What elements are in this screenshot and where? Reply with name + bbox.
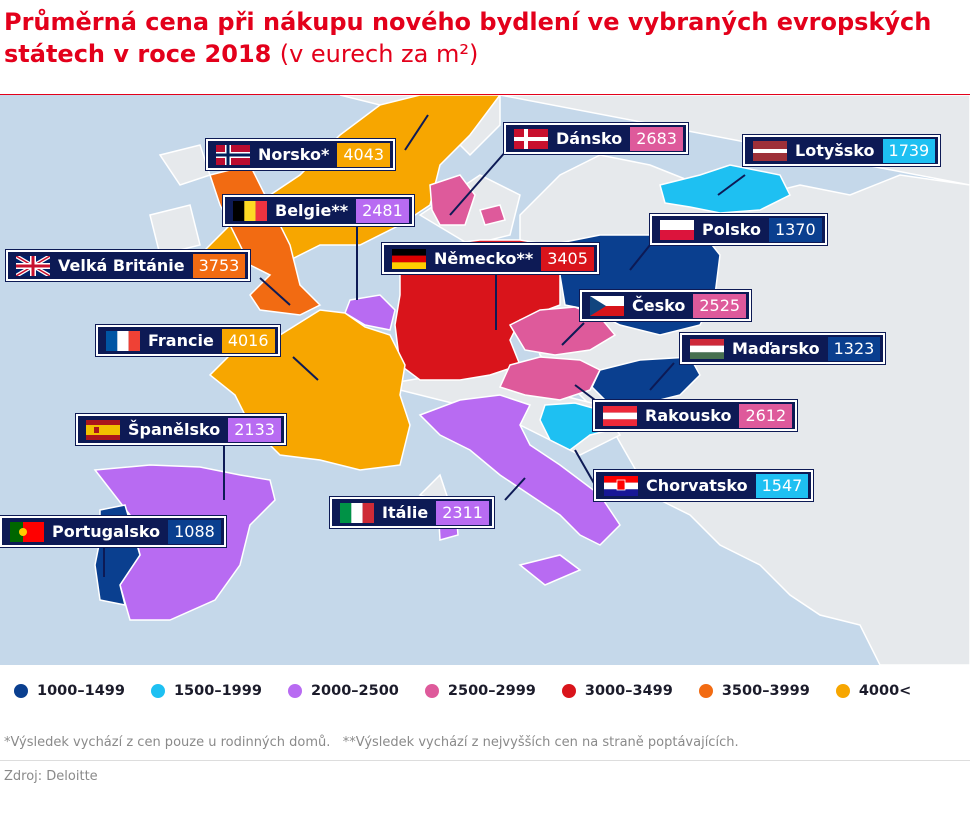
country-value: 4016	[221, 328, 275, 353]
france-flag-icon	[106, 330, 140, 351]
country-name: Německo**	[434, 249, 534, 268]
legend-label: 3500–3999	[721, 683, 810, 699]
legend-label: 2000–2500	[310, 683, 399, 699]
country-value: 2481	[356, 198, 409, 223]
uk-flag-icon	[16, 255, 50, 276]
country-value: 1739	[882, 138, 936, 163]
croatia-flag-icon	[604, 475, 638, 496]
country-name: Lotyšsko	[795, 141, 875, 160]
legend-item: 2500–2999	[424, 683, 536, 699]
label-madarsko: Maďarsko 1323	[680, 333, 886, 364]
legend-label: 1500–1999	[173, 683, 262, 699]
legend-label: 1000–1499	[37, 683, 125, 699]
legend: 1000–1499 1500–1999 2000–2500 2500–2999 …	[14, 683, 911, 699]
country-value: 1370	[768, 217, 822, 242]
country-name: Polsko	[702, 220, 761, 239]
title-main: Průměrná cena při nákupu nového bydlení …	[4, 8, 932, 68]
italy-flag-icon	[340, 502, 374, 523]
country-name: Francie	[148, 331, 214, 350]
divider	[0, 760, 970, 761]
legend-label: 3000–3499	[584, 683, 673, 699]
country-italie-sicily	[518, 554, 582, 586]
country-value: 1547	[755, 473, 809, 498]
label-chorvatsko: Chorvatsko 1547	[594, 470, 814, 501]
label-nemecko: Německo** 3405	[382, 243, 599, 274]
country-value: 2683	[630, 126, 683, 151]
country-name: Dánsko	[556, 129, 623, 148]
country-value: 3405	[541, 246, 594, 271]
label-rakousko: Rakousko 2612	[593, 400, 798, 431]
country-name: Rakousko	[645, 406, 732, 425]
country-value: 1088	[168, 519, 221, 544]
country-name: Česko	[632, 296, 686, 315]
spain-flag-icon	[86, 419, 120, 440]
legend-dot-icon	[150, 684, 165, 698]
source: Zdroj: Deloitte	[4, 769, 98, 784]
legend-item: 1500–1999	[150, 683, 262, 699]
country-dansko	[429, 174, 506, 226]
denmark-flag-icon	[514, 128, 548, 149]
country-rakousko	[498, 356, 602, 401]
leader-lines	[103, 114, 746, 577]
legend-dot-icon	[14, 684, 28, 698]
label-spanelsko: Španělsko 2133	[76, 414, 286, 445]
germany-flag-icon	[392, 248, 426, 269]
poland-flag-icon	[660, 219, 694, 240]
country-name: Maďarsko	[732, 339, 820, 358]
legend-label: 4000<	[858, 683, 912, 699]
label-francie: Francie 4016	[96, 325, 280, 356]
legend-item: 2000–2500	[287, 683, 399, 699]
legend-dot-icon	[561, 684, 576, 698]
label-belgie: Belgie** 2481	[223, 195, 414, 226]
label-dansko: Dánsko 2683	[504, 123, 688, 154]
austria-flag-icon	[603, 405, 637, 426]
legend-item: 3000–3499	[561, 683, 673, 699]
country-name: Norsko*	[258, 145, 330, 164]
legend-dot-icon	[698, 684, 713, 698]
label-lotyssko: Lotyšsko 1739	[743, 135, 941, 166]
footnote: *Výsledek vychází z cen pouze u rodinnýc…	[4, 735, 739, 750]
country-value: 3753	[192, 253, 246, 278]
country-chorvatsko	[539, 402, 612, 451]
label-velka-britanie: Velká Británie 3753	[6, 250, 251, 281]
country-name: Belgie**	[275, 201, 349, 220]
country-name: Velká Británie	[58, 256, 185, 275]
country-name: Itálie	[382, 503, 429, 522]
country-value: 2311	[436, 500, 489, 525]
country-name: Chorvatsko	[646, 476, 748, 495]
belgium-flag-icon	[233, 200, 267, 221]
country-name: Španělsko	[128, 420, 221, 439]
label-portugalsko: Portugalsko 1088	[0, 516, 226, 547]
legend-dot-icon	[835, 684, 850, 698]
country-value: 2525	[693, 293, 747, 318]
portugal-flag-icon	[10, 521, 44, 542]
legend-label: 2500–2999	[447, 683, 536, 699]
latvia-flag-icon	[753, 140, 787, 161]
country-value: 2133	[228, 417, 281, 442]
label-cesko: Česko 2525	[580, 290, 752, 321]
country-value: 1323	[827, 336, 881, 361]
legend-dot-icon	[287, 684, 302, 698]
chart-title: Průměrná cena při nákupu nového bydlení …	[4, 6, 964, 70]
label-norsko: Norsko* 4043	[206, 139, 396, 170]
legend-item: 4000<	[835, 683, 912, 699]
label-polsko: Polsko 1370	[650, 214, 827, 245]
title-unit: (v eurech za m²)	[279, 40, 479, 68]
europe-map	[0, 95, 970, 665]
country-italie	[418, 394, 621, 546]
czech-flag-icon	[590, 295, 624, 316]
legend-item: 3500–3999	[698, 683, 810, 699]
country-value: 2612	[739, 403, 793, 428]
country-value: 4043	[337, 142, 391, 167]
hungary-flag-icon	[690, 338, 724, 359]
label-italie: Itálie 2311	[330, 497, 494, 528]
norway-flag-icon	[216, 144, 250, 165]
legend-item: 1000–1499	[14, 683, 125, 699]
country-name: Portugalsko	[52, 522, 161, 541]
country-madarsko	[591, 356, 701, 406]
legend-dot-icon	[424, 684, 439, 698]
